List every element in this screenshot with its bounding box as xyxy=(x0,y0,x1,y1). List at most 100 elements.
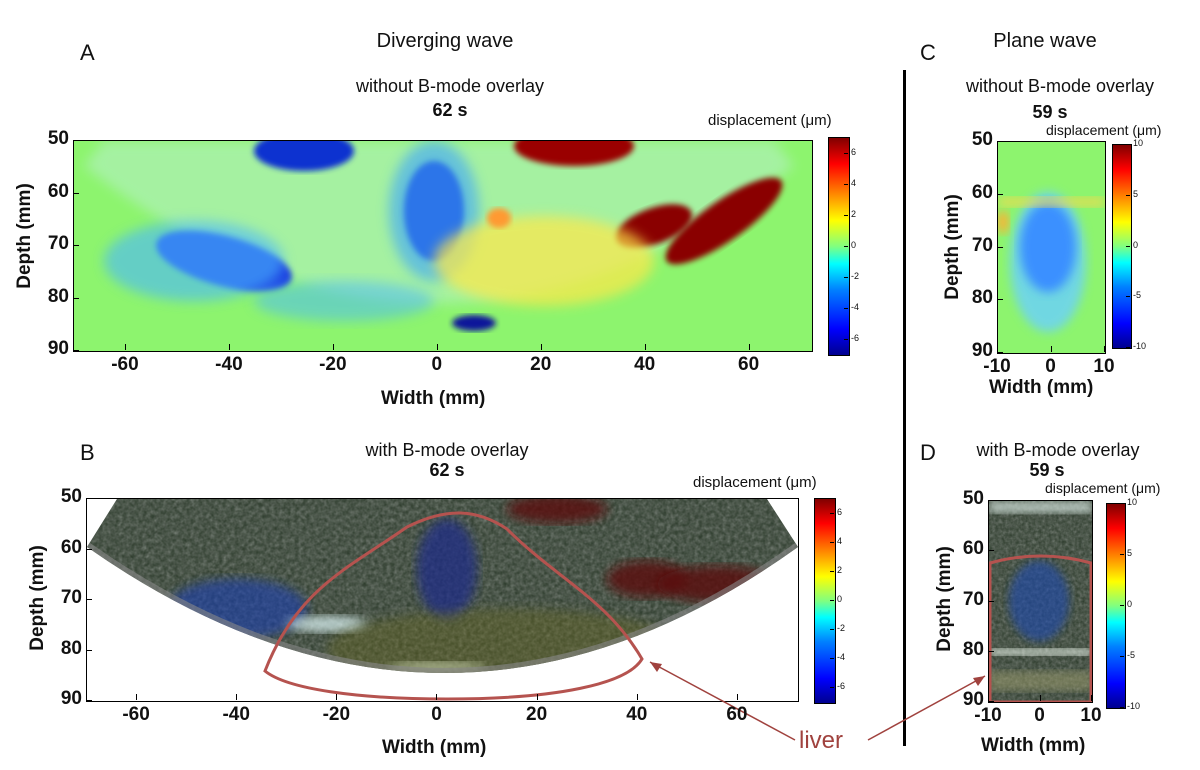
panel-a-cbtick-mark xyxy=(844,338,848,340)
panel-a-xtick-label: -20 xyxy=(319,354,347,375)
panel-b-xtick-label: 40 xyxy=(626,704,648,725)
panel-d-ytick-mark xyxy=(988,701,994,702)
panel-c-ytick-label: 80 xyxy=(971,287,993,309)
panel-b-ytick-mark xyxy=(86,548,92,550)
panel-d-ytick-label: 60 xyxy=(962,538,984,560)
panel-a-xtick-mark xyxy=(332,344,334,350)
panel-c-ytick-label: 90 xyxy=(971,340,993,361)
panel-a-cbtick-mark xyxy=(844,183,848,185)
panel-a-xtick-mark xyxy=(228,344,230,350)
panel-b-cbtick-mark xyxy=(830,629,834,631)
panel-c-colorbar xyxy=(1112,144,1132,349)
panel-b-cbtick-mark xyxy=(830,600,834,601)
panel-a-heatmap-svg xyxy=(84,141,794,331)
panel-d-xtick-label: 0 xyxy=(1034,705,1045,726)
panel-d-colorbar-tick: -10 xyxy=(1127,701,1141,711)
diverging-wave-title: Diverging wave xyxy=(376,30,514,52)
panel-a-colorbar-tick: 4 xyxy=(851,177,857,188)
panel-a-xtick-label: 60 xyxy=(738,354,760,375)
panel-b-xtick-label: 20 xyxy=(526,704,548,725)
panel-a-time: 62 s xyxy=(432,100,468,120)
panel-b-ytick-mark xyxy=(86,498,92,499)
panel-c-xtick-label: 0 xyxy=(1045,356,1056,377)
panel-b-heatmap xyxy=(86,498,799,702)
panel-c-xlabel: Width (mm) xyxy=(989,377,1094,398)
panel-b-colorbar-label: displacement (μm) xyxy=(693,474,817,491)
panel-c-cbtick-mark xyxy=(1126,194,1130,196)
panel-d-colorbar-tick: 5 xyxy=(1127,548,1133,558)
panel-d-ytick-mark xyxy=(988,550,994,552)
panel-a-colorbar xyxy=(828,137,850,356)
panel-c-subtitle: without B-mode overlay xyxy=(965,76,1155,96)
panel-b-ylabel: Depth (mm) xyxy=(27,545,48,651)
panel-c-cbtick-mark xyxy=(1126,144,1130,145)
panel-a-ytick-mark xyxy=(73,192,79,194)
panel-a-ylabel: Depth (mm) xyxy=(14,183,35,289)
panel-divider xyxy=(903,70,906,746)
panel-b-colorbar-tick: 2 xyxy=(837,564,843,575)
panel-d-ytick-label: 80 xyxy=(962,638,984,660)
panel-b-colorbar-tick: -2 xyxy=(837,623,846,634)
panel-b-xlabel: Width (mm) xyxy=(382,737,487,758)
panel-b-ytick-mark xyxy=(86,700,92,701)
panel-c-cbtick-mark xyxy=(1126,245,1130,247)
panel-b-colorbar-tick: 6 xyxy=(837,506,843,517)
panel-d-heatmap-svg xyxy=(989,501,1092,702)
panel-a-xtick-label: -60 xyxy=(111,354,139,375)
panel-a-subtitle: without B-mode overlay xyxy=(355,76,545,96)
panel-c-colorbar-tick: 10 xyxy=(1133,138,1144,148)
panel-d-cbtick-mark xyxy=(1120,707,1124,708)
panel-d-cbtick-mark xyxy=(1120,503,1124,504)
panel-a-xtick-mark xyxy=(124,344,126,350)
panel-a-xtick-mark xyxy=(748,344,750,350)
panel-c-colorbar-tick: -5 xyxy=(1133,290,1142,301)
panel-c-ytick-mark xyxy=(997,141,1003,142)
panel-c-ytick-mark xyxy=(997,193,1003,195)
panel-b-ytick-label: 90 xyxy=(60,688,82,709)
panel-a-cbtick-mark xyxy=(844,214,848,216)
panel-a-cbtick-mark xyxy=(844,152,848,154)
panel-d-colorbar-tick: -5 xyxy=(1127,650,1136,660)
panel-c-ytick-mark xyxy=(997,246,1003,248)
panel-letter-a: A xyxy=(80,40,95,65)
panel-a-xtick-label: 40 xyxy=(634,354,656,375)
panel-d-xtick-mark xyxy=(1091,695,1092,701)
panel-a-heatmap xyxy=(73,140,813,352)
panel-b-colorbar-tick: 4 xyxy=(837,535,843,546)
panel-letter-d: D xyxy=(920,440,936,465)
panel-c-ytick-label: 50 xyxy=(971,129,993,150)
panel-a-ytick-label: 60 xyxy=(47,180,69,202)
panel-d-time: 59 s xyxy=(1029,460,1065,480)
panel-c-colorbar-tick: 0 xyxy=(1133,239,1139,250)
panel-d-xlabel: Width (mm) xyxy=(981,735,1086,756)
panel-b-cbtick-mark xyxy=(830,570,834,572)
panel-c-xtick-mark xyxy=(1050,346,1052,352)
panel-b-xtick-label: -40 xyxy=(222,704,250,725)
panel-a-xtick-mark xyxy=(436,344,438,350)
panel-d-xtick-label: 10 xyxy=(1080,705,1102,726)
panel-b-time: 62 s xyxy=(429,460,465,480)
panel-b-colorbar-tick: 0 xyxy=(837,594,843,604)
panel-letter-b: B xyxy=(80,440,95,465)
panel-a-colorbar-tick: 0 xyxy=(851,239,857,250)
panel-letter-c: C xyxy=(920,40,936,65)
liver-arrows xyxy=(649,661,986,741)
panel-b-cbtick-mark xyxy=(830,687,834,689)
panel-a-xlabel: Width (mm) xyxy=(381,388,486,409)
panel-a-ytick-label: 80 xyxy=(47,285,69,307)
panel-d-liver-outline xyxy=(989,554,1092,702)
panel-b-ytick-mark xyxy=(86,649,92,651)
panel-c-ytick-mark xyxy=(997,299,1003,301)
panel-d-cbtick-mark xyxy=(1120,605,1124,606)
panel-a-xtick-mark xyxy=(644,344,646,350)
panel-a-ytick-label: 50 xyxy=(47,128,69,149)
panel-c-heatmap-svg xyxy=(998,192,1105,332)
panel-b-xtick-mark xyxy=(736,694,738,700)
panel-d-subtitle: with B-mode overlay xyxy=(976,440,1140,460)
panel-a-xtick-label: 0 xyxy=(431,354,443,375)
panel-b-colorbar-tick: -6 xyxy=(837,681,846,692)
panel-b-xtick-label: -60 xyxy=(122,704,150,725)
panel-b-xtick-mark xyxy=(636,694,638,700)
panel-d-ytick-mark xyxy=(988,500,994,501)
panel-c-ytick-label: 60 xyxy=(971,181,993,203)
